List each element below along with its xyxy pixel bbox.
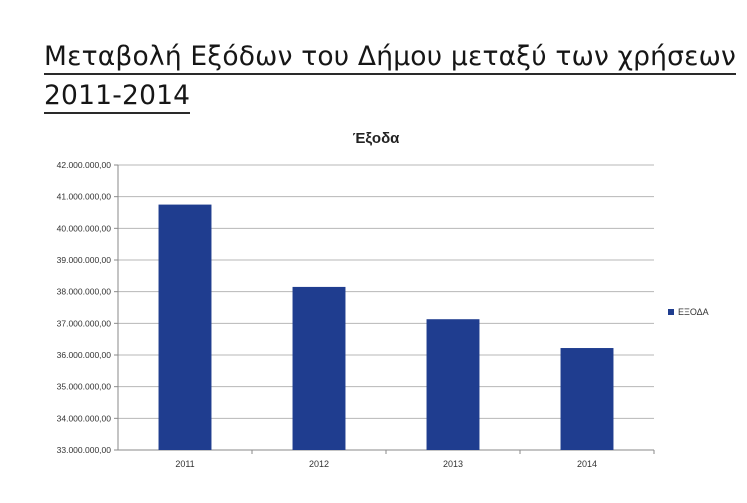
page-heading: Μεταβολή Εξόδων του Δήμου μεταξύ των χρή…: [44, 38, 737, 115]
y-tick-label: 38.000.000,00: [57, 287, 112, 297]
y-tick-label: 39.000.000,00: [57, 255, 112, 265]
chart-legend: ΕΞΟΔΑ: [668, 307, 709, 317]
x-tick-label: 2013: [443, 459, 463, 469]
y-tick-label: 42.000.000,00: [57, 160, 112, 170]
heading-line-2: 2011-2014: [44, 79, 191, 114]
legend-swatch: [668, 309, 674, 315]
bar: [560, 348, 614, 450]
bar: [426, 319, 480, 450]
y-tick-label: 36.000.000,00: [57, 350, 112, 360]
x-tick-label: 2011: [175, 459, 194, 469]
y-tick-label: 40.000.000,00: [57, 223, 112, 233]
heading-line-1: Μεταβολή Εξόδων του Δήμου μεταξύ των χρή…: [44, 40, 737, 75]
x-tick-label: 2014: [577, 459, 597, 469]
chart-title: Έξοδα: [352, 130, 400, 147]
y-tick-label: 33.000.000,00: [57, 445, 112, 455]
bar: [158, 204, 212, 450]
x-tick-label: 2012: [309, 459, 329, 469]
y-tick-label: 34.000.000,00: [57, 413, 112, 423]
y-tick-label: 37.000.000,00: [57, 318, 112, 328]
y-tick-label: 35.000.000,00: [57, 382, 112, 392]
legend-label: ΕΞΟΔΑ: [678, 307, 709, 317]
bar: [292, 286, 346, 450]
y-tick-label: 41.000.000,00: [57, 192, 112, 202]
